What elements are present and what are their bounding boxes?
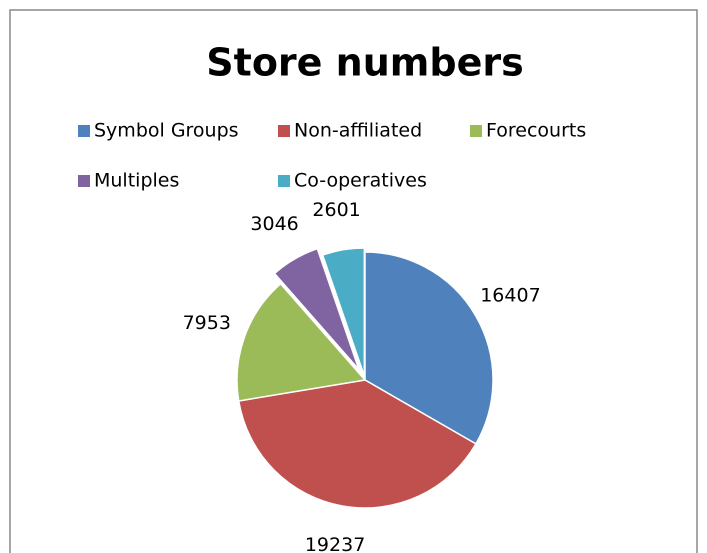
- pie-slice: [364, 251, 494, 445]
- legend-swatch: [78, 175, 90, 187]
- legend-text: Multiples: [94, 170, 179, 192]
- legend-text: Non-affiliated: [294, 120, 422, 142]
- pie-slice: [321, 247, 366, 377]
- pie-slice: [237, 379, 477, 509]
- chart-title: Store numbers: [206, 41, 523, 85]
- legend-swatch: [78, 125, 90, 137]
- pie-slice: [236, 282, 367, 402]
- legend-text: Co-operatives: [294, 170, 427, 192]
- data-label: 3046: [250, 213, 298, 235]
- legend-text: Symbol Groups: [94, 120, 239, 142]
- legend-text: Forecourts: [486, 120, 586, 142]
- data-label: 2601: [312, 199, 360, 221]
- legend-swatch: [278, 125, 290, 137]
- data-label: 19237: [305, 534, 365, 553]
- data-label: 7953: [183, 312, 231, 334]
- legend-swatch: [278, 175, 290, 187]
- data-label: 16407: [480, 284, 540, 306]
- pie-slice: [273, 247, 360, 371]
- legend-swatch: [470, 125, 482, 137]
